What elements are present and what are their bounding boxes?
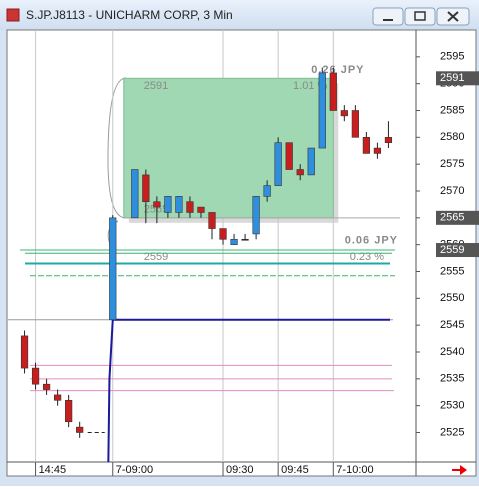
maximize-icon xyxy=(414,11,426,21)
y-tick-label: 2540 xyxy=(440,346,464,358)
candle-body xyxy=(263,185,271,197)
y-tick-label: 2585 xyxy=(440,104,464,116)
candle-body xyxy=(20,335,29,369)
candle-body xyxy=(65,399,73,423)
candle-body xyxy=(318,72,326,149)
candle-body xyxy=(153,201,161,208)
candle-body xyxy=(54,394,62,401)
measure-percent: 0.23 % xyxy=(350,251,384,263)
measure-box xyxy=(123,77,334,219)
measure-change: 0.06 JPY xyxy=(345,235,398,247)
y-tick-label: 2570 xyxy=(440,185,464,197)
y-tick-label: 2550 xyxy=(440,292,464,304)
candle-body xyxy=(329,72,337,111)
candle-body xyxy=(142,174,150,203)
x-tick-label: 7-10:00 xyxy=(336,464,373,476)
close-icon xyxy=(447,11,459,22)
scroll-arrow[interactable] xyxy=(452,465,467,475)
candle-body xyxy=(307,147,315,176)
candle-body xyxy=(42,383,51,390)
measure-low-label: 2565 xyxy=(144,204,168,216)
x-tick-label: 09:30 xyxy=(226,464,254,476)
x-tick-label: 7-09:00 xyxy=(116,464,153,476)
candle-body xyxy=(285,142,293,170)
window-title: S.JP.J8113 - UNICHARM CORP, 3 Min xyxy=(26,8,233,22)
price-marker xyxy=(436,210,479,225)
app-icon xyxy=(6,8,20,22)
price-marker-label: 2559 xyxy=(440,244,464,256)
x-tick-label: 09:45 xyxy=(281,464,309,476)
candle-body xyxy=(219,228,227,240)
candle-body xyxy=(241,238,249,241)
candle-body xyxy=(384,137,393,143)
y-tick-label: 2530 xyxy=(440,400,464,412)
y-tick-label: 2535 xyxy=(440,373,464,385)
x-tick-label: 14:45 xyxy=(39,464,67,476)
candle-body xyxy=(373,147,382,154)
candle-body xyxy=(351,110,359,138)
y-tick-label: 2525 xyxy=(440,426,464,438)
minimize-button[interactable] xyxy=(372,7,404,26)
y-tick-label: 2580 xyxy=(440,131,464,143)
price-marker-label: 2591 xyxy=(440,72,464,84)
price-marker-label: 2565 xyxy=(440,212,464,224)
measure-high-label: 2591 xyxy=(144,80,168,92)
candle-body xyxy=(274,142,282,186)
maximize-button[interactable] xyxy=(404,7,436,26)
measure-low-label: 2559 xyxy=(144,251,168,263)
y-tick-label: 2575 xyxy=(440,158,464,170)
candle-body xyxy=(76,426,84,433)
candle-body xyxy=(164,196,172,213)
candle-body xyxy=(186,201,194,213)
price-marker xyxy=(436,71,479,86)
candle-body xyxy=(131,169,139,219)
price-marker xyxy=(436,243,479,258)
candle-body xyxy=(208,212,216,229)
candle-body xyxy=(109,217,117,321)
candle-body xyxy=(252,196,260,235)
candle-body xyxy=(296,169,304,176)
candle-body xyxy=(340,110,348,117)
candle-body xyxy=(197,206,205,213)
candle-body xyxy=(31,367,40,385)
y-tick-label: 2555 xyxy=(440,265,464,277)
y-tick-label: 2545 xyxy=(440,319,464,331)
candle-body xyxy=(175,196,183,213)
candle-body xyxy=(362,137,370,154)
volume-ramp xyxy=(107,319,114,463)
y-tick-label: 2595 xyxy=(440,51,464,63)
candle-body xyxy=(230,238,238,245)
